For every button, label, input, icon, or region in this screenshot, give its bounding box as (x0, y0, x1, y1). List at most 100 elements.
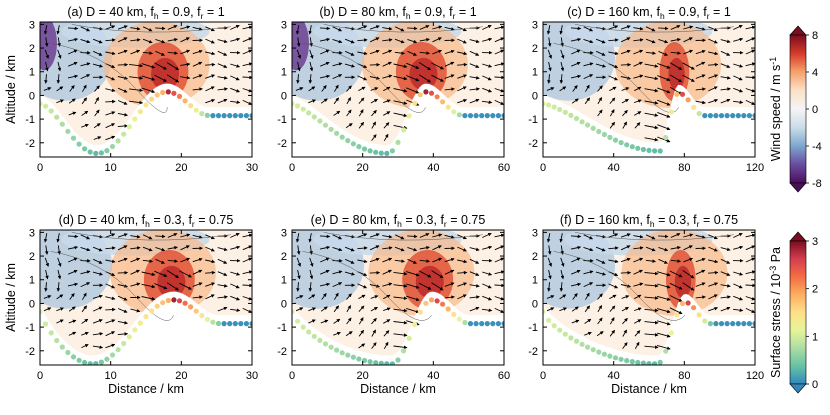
wind-arrow (494, 37, 504, 43)
wind-arrow (68, 257, 78, 263)
wind-arrow (320, 306, 328, 312)
wind-arrow (357, 233, 368, 238)
stress-dot (121, 340, 127, 347)
y-tick-label: 3 (29, 227, 35, 239)
wind-arrow (745, 62, 755, 67)
panel-title: (d) D = 40 km, fh = 0.3, fr = 0.75 (59, 213, 234, 229)
stress-dot (350, 354, 356, 360)
wind-arrow (432, 257, 443, 263)
wind-arrow (457, 86, 467, 92)
x-tick-label: 40 (427, 162, 439, 174)
wind-arrow (217, 63, 228, 68)
wind-vectors (43, 232, 252, 349)
wind-arrow (369, 37, 380, 43)
wind-arrow (683, 25, 694, 30)
colorbar-tick-label: 1 (812, 331, 818, 343)
wind-arrow (745, 257, 755, 263)
wind-arrow (105, 99, 116, 104)
wind-arrow (494, 25, 504, 30)
wind-arrow (167, 259, 178, 263)
wind-arrow (669, 307, 683, 315)
x-tick-label: 0 (37, 162, 43, 174)
wind-arrow (622, 342, 628, 349)
wind-arrow (217, 284, 228, 288)
wind-arrow (708, 270, 719, 275)
wind-arrow (457, 270, 468, 275)
stress-dot (718, 113, 725, 119)
stress-dot (149, 308, 155, 314)
wind-arrow (570, 234, 582, 239)
wind-arrow (230, 100, 241, 104)
wind-arrow (80, 62, 91, 67)
wind-arrow (142, 51, 153, 55)
wind-arrow (93, 123, 101, 129)
wind-arrow (571, 319, 580, 324)
y-tick-label: 2 (532, 43, 538, 55)
wind-arrow (609, 109, 615, 117)
stress-dot (221, 321, 227, 327)
stress-dot (646, 361, 652, 365)
wind-arrow (357, 283, 368, 289)
wind-arrow (321, 85, 327, 92)
y-tick-label: 0 (532, 298, 538, 310)
wind-arrow (548, 61, 552, 72)
stress-dot (82, 146, 88, 152)
wind-arrow (295, 87, 304, 91)
wind-arrow (81, 305, 87, 313)
x-tick-label: 0 (540, 162, 546, 174)
wind-arrow (167, 245, 178, 250)
wind-arrow (494, 270, 504, 275)
wind-arrow (308, 307, 316, 312)
y-tick-label: 0 (281, 90, 287, 102)
wind-arrow (383, 307, 391, 312)
panel-frame (39, 21, 253, 158)
wind-arrow (546, 295, 555, 299)
wind-arrow (154, 62, 167, 70)
wind-arrow (344, 38, 355, 44)
stress-dot (702, 113, 708, 119)
wind-arrow (296, 282, 300, 292)
wind-arrow (457, 294, 467, 300)
surface-stress-dots (543, 91, 755, 154)
wind-arrow (105, 343, 116, 349)
wind-arrow (444, 295, 455, 299)
wind-arrow (546, 307, 555, 312)
wind-arrow (683, 245, 693, 251)
wind-arrow (634, 294, 642, 300)
x-tick-label: 20 (357, 162, 369, 174)
wind-arrow (683, 49, 694, 55)
y-tick-label: 0 (281, 298, 287, 310)
x-tick-label: 80 (678, 162, 690, 174)
wind-arrow (621, 295, 630, 299)
stress-dot (292, 101, 295, 107)
wind-arrow (344, 271, 355, 276)
surface-stress-dots (292, 297, 504, 365)
stress-dot (70, 354, 77, 360)
wind-arrow (658, 38, 669, 44)
wind-arrow (695, 74, 706, 79)
wind-arrow (93, 258, 103, 264)
stress-dot (373, 360, 379, 365)
wind-arrow (469, 63, 480, 68)
stress-dot (412, 321, 418, 328)
wind-arrow (192, 282, 203, 287)
wind-arrow (633, 269, 643, 275)
wind-arrow (179, 270, 192, 278)
wind-arrow (93, 136, 102, 140)
wind-arrow (92, 63, 103, 68)
wind-arrow (547, 37, 552, 47)
stress-dot (579, 341, 585, 347)
wind-arrow (608, 75, 619, 81)
wind-arrow (320, 61, 330, 67)
wind-arrow (584, 318, 592, 324)
wind-arrow (155, 234, 166, 239)
wind-arrow (644, 271, 659, 276)
wind-arrow (695, 26, 706, 31)
stress-dot (171, 90, 177, 96)
wind-arrow (205, 74, 216, 79)
wind-arrow (57, 49, 62, 59)
wind-arrow (597, 85, 603, 92)
stress-dot (311, 333, 317, 339)
wind-arrow (431, 282, 444, 291)
wind-arrow (319, 74, 331, 79)
